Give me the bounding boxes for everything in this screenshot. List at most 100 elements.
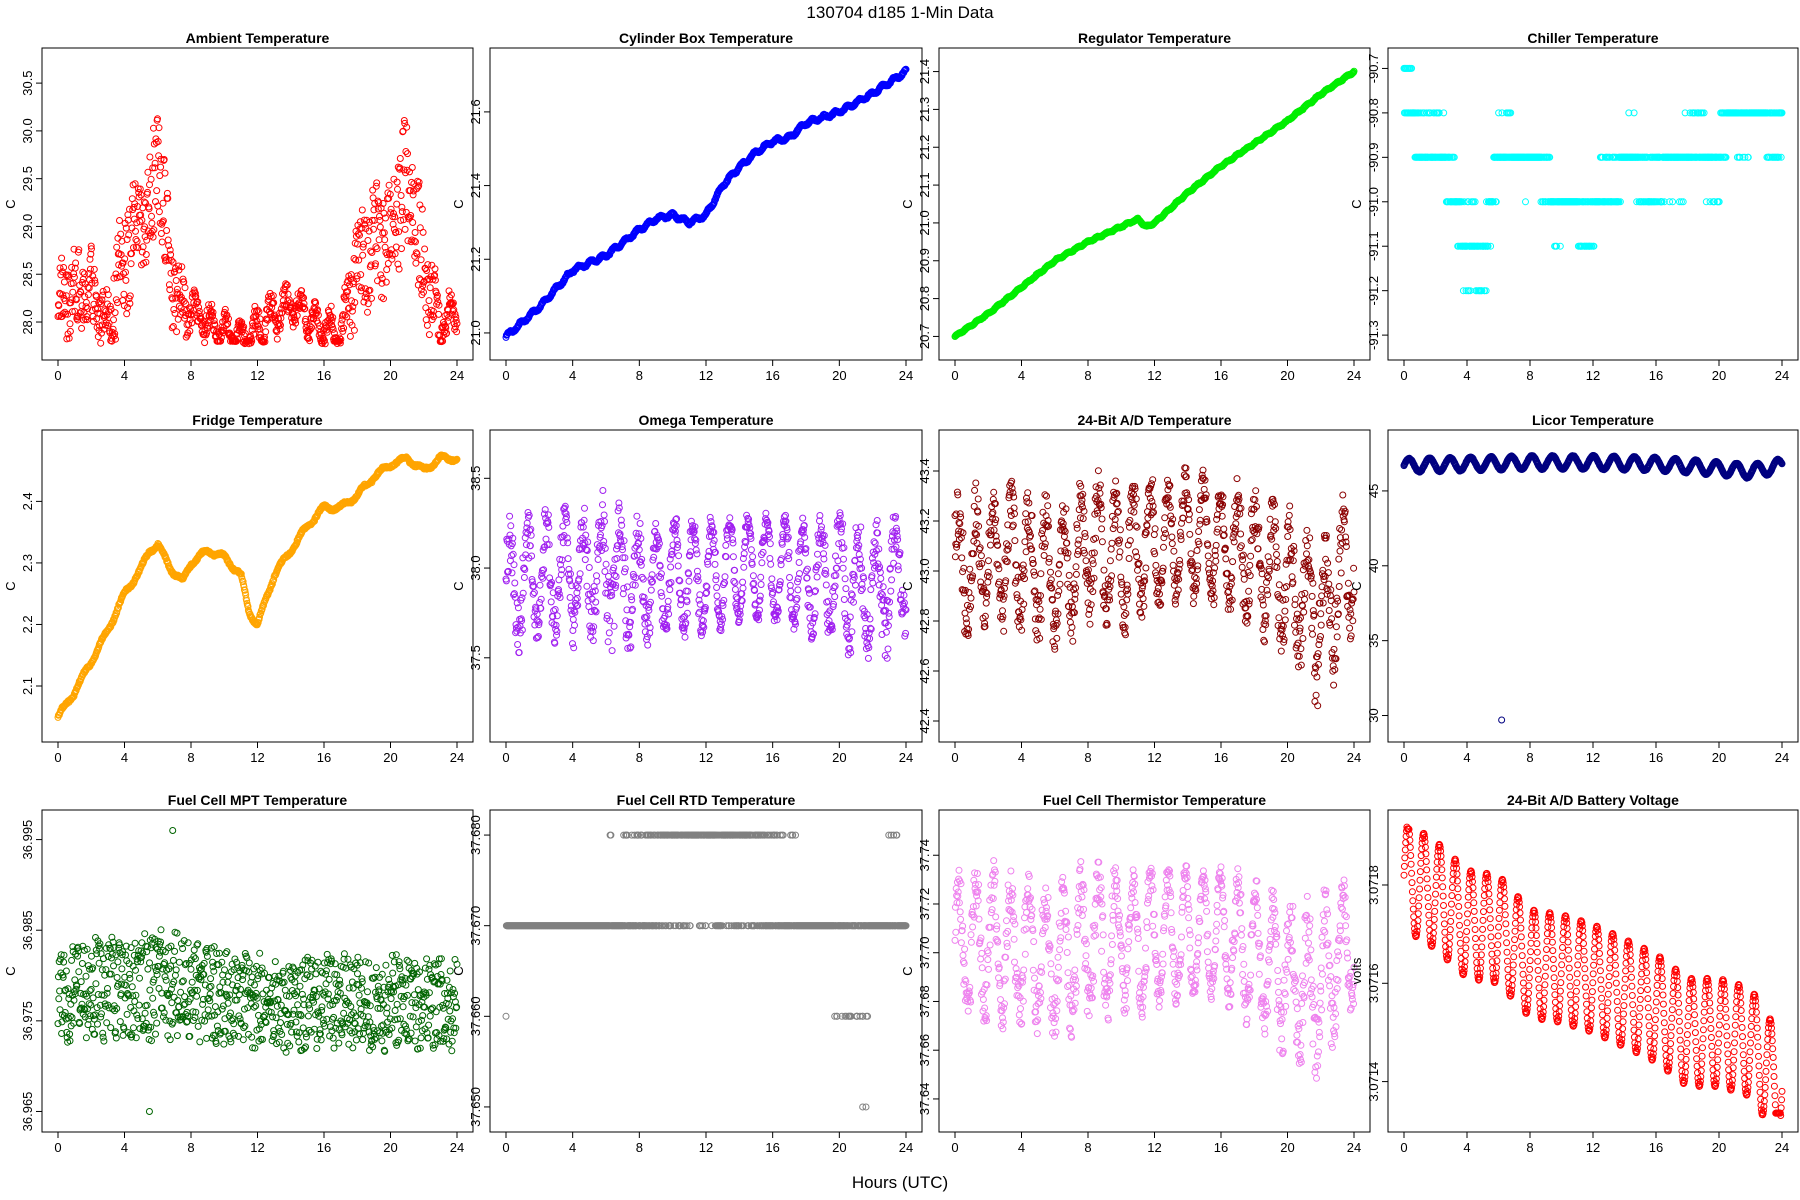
data-point xyxy=(98,329,105,337)
data-point xyxy=(388,255,396,263)
data-point xyxy=(59,291,67,299)
data-point xyxy=(452,316,460,324)
chart-title: Omega Temperature xyxy=(638,412,773,428)
data-point xyxy=(353,272,361,280)
data-point xyxy=(398,245,405,253)
data-point xyxy=(364,300,372,308)
data-point xyxy=(511,579,519,587)
plot-frame xyxy=(41,429,474,743)
data-point xyxy=(433,291,441,299)
data-point xyxy=(376,216,384,224)
data-point xyxy=(373,245,381,253)
y-tick-label: 38.0 xyxy=(468,555,483,580)
data-point xyxy=(167,269,175,277)
x-tick-label: 8 xyxy=(187,750,194,765)
data-point xyxy=(367,261,375,269)
data-point xyxy=(191,288,199,296)
x-tick-label: 20 xyxy=(1712,368,1726,383)
data-point xyxy=(224,320,232,328)
data-point xyxy=(402,148,410,155)
data-point xyxy=(104,291,112,299)
y-tick-label: 2.4 xyxy=(20,492,35,510)
data-points xyxy=(502,487,910,662)
y-tick-label: 29.5 xyxy=(20,166,35,191)
data-point xyxy=(116,217,123,224)
data-point xyxy=(380,229,388,237)
data-point xyxy=(301,305,309,313)
data-point xyxy=(270,299,278,307)
data-point xyxy=(155,208,163,216)
data-point xyxy=(276,325,284,333)
data-point xyxy=(520,574,528,581)
data-point xyxy=(320,337,328,345)
data-point xyxy=(372,260,379,268)
x-tick-label: 16 xyxy=(1214,368,1228,383)
data-point xyxy=(92,293,100,300)
y-tick-label: 21.4 xyxy=(468,173,483,198)
x-tick-label: 20 xyxy=(383,368,397,383)
data-point xyxy=(398,203,406,211)
data-point xyxy=(359,243,367,251)
data-point xyxy=(418,205,426,213)
y-tick-label: 21.0 xyxy=(917,210,932,235)
data-point xyxy=(148,212,155,220)
data-point xyxy=(125,231,133,239)
chart-title: Ambient Temperature xyxy=(186,30,330,46)
data-point xyxy=(444,317,452,325)
data-point xyxy=(109,325,117,333)
data-point xyxy=(421,245,429,253)
data-point xyxy=(105,319,113,327)
data-point xyxy=(296,305,304,312)
data-point xyxy=(238,318,246,326)
data-point xyxy=(113,243,121,251)
data-point xyxy=(360,240,367,248)
x-tick-label: 4 xyxy=(569,750,576,765)
data-point xyxy=(306,322,314,330)
data-point xyxy=(359,251,367,259)
data-point xyxy=(328,316,336,324)
data-point xyxy=(317,330,325,338)
data-point xyxy=(339,327,347,335)
data-point xyxy=(210,317,218,325)
data-point xyxy=(173,328,181,336)
data-point xyxy=(86,265,94,273)
data-point xyxy=(412,259,420,267)
data-point xyxy=(340,324,348,332)
data-point xyxy=(161,169,169,177)
data-point xyxy=(164,236,172,244)
y-tick-label: -90.8 xyxy=(1366,98,1381,128)
y-tick-label: 21.2 xyxy=(468,247,483,272)
data-point xyxy=(175,262,183,270)
data-point xyxy=(182,300,190,308)
chart-title: Regulator Temperature xyxy=(1078,30,1231,46)
data-point xyxy=(314,311,322,319)
x-tick-label: 16 xyxy=(1649,368,1663,383)
data-point xyxy=(163,189,171,197)
data-point xyxy=(338,312,346,320)
data-point xyxy=(428,261,436,269)
data-point xyxy=(75,246,83,254)
data-point xyxy=(312,299,320,307)
data-point xyxy=(425,331,433,339)
data-point xyxy=(382,278,390,286)
data-point xyxy=(291,316,299,324)
data-point xyxy=(285,296,293,304)
data-point xyxy=(175,302,183,310)
data-point xyxy=(412,249,420,257)
data-point xyxy=(138,216,146,224)
data-point xyxy=(74,248,82,256)
x-tick-label: 24 xyxy=(450,750,464,765)
data-point xyxy=(254,306,262,314)
data-point xyxy=(150,226,158,234)
data-point xyxy=(396,155,404,162)
data-point xyxy=(419,228,427,236)
data-point xyxy=(364,308,371,316)
data-point xyxy=(431,276,439,284)
data-point xyxy=(269,292,277,300)
y-tick-label: 20.7 xyxy=(917,324,932,349)
data-point xyxy=(153,187,161,195)
data-point xyxy=(381,243,389,251)
data-point xyxy=(369,186,377,194)
data-point xyxy=(172,277,180,284)
